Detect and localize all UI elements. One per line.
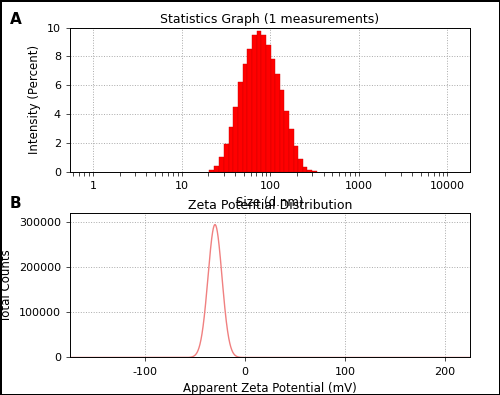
Bar (294, 146, 298, 172)
Bar (219, 158, 224, 172)
Bar (252, 35, 256, 172)
Bar (312, 171, 317, 172)
Y-axis label: Intensity (Percent): Intensity (Percent) (28, 45, 42, 154)
Bar (214, 166, 219, 172)
Bar (266, 45, 270, 172)
Text: A: A (10, 12, 22, 27)
Bar (280, 90, 284, 172)
X-axis label: Apparent Zeta Potential (mV): Apparent Zeta Potential (mV) (183, 382, 357, 395)
Bar (284, 111, 289, 172)
Bar (262, 35, 266, 172)
Bar (303, 167, 308, 172)
Bar (248, 49, 252, 172)
Title: Statistics Graph (1 measurements): Statistics Graph (1 measurements) (160, 13, 380, 26)
Bar (242, 64, 248, 172)
Bar (256, 30, 262, 172)
Title: Zeta Potential Distribution: Zeta Potential Distribution (188, 199, 352, 212)
Bar (298, 159, 303, 172)
Bar (238, 83, 242, 172)
Bar (224, 145, 228, 172)
Bar (308, 170, 312, 172)
Text: B: B (10, 196, 22, 211)
X-axis label: Size (d.nm): Size (d.nm) (236, 196, 304, 209)
Y-axis label: Total Counts: Total Counts (0, 249, 14, 322)
Bar (275, 74, 280, 172)
Bar (270, 59, 275, 172)
Bar (289, 129, 294, 172)
Bar (228, 127, 234, 172)
Bar (210, 170, 214, 172)
Bar (234, 107, 238, 172)
